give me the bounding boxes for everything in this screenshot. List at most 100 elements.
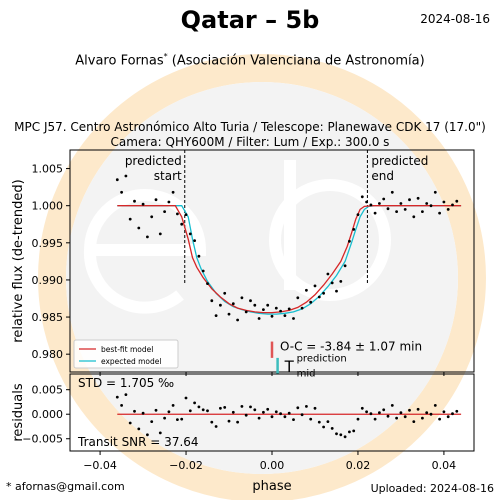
flux-data-point [188, 232, 192, 236]
residual-data-point [219, 406, 222, 410]
flux-data-point [300, 306, 304, 310]
flux-data-point [171, 190, 175, 194]
flux-data-point [390, 190, 394, 194]
flux-data-point [257, 317, 261, 320]
flux-data-point [158, 232, 162, 236]
flux-data-point [399, 202, 403, 205]
residual-data-point [236, 420, 240, 424]
observation-date: 2024-08-16 [420, 12, 490, 26]
y-tick-label: 0.985 [32, 311, 64, 324]
predicted-start-label-2: start [154, 169, 182, 183]
residual-data-point [115, 395, 119, 399]
flux-data-point [322, 291, 325, 295]
residual-data-point [356, 417, 360, 421]
flux-data-point [416, 196, 420, 200]
x-tick-label: 0.04 [432, 459, 457, 472]
flux-data-point [124, 174, 128, 178]
flux-data-point [240, 296, 244, 300]
residual-data-point [180, 417, 184, 421]
flux-data-point [163, 210, 167, 214]
residual-data-point [317, 420, 321, 424]
flux-data-point [403, 208, 407, 211]
residual-data-point [343, 435, 347, 439]
residual-data-point [167, 410, 171, 414]
x-tick-label: 0.00 [260, 459, 285, 472]
flux-data-point [352, 228, 356, 231]
flux-data-point [201, 269, 205, 273]
flux-data-point [210, 299, 214, 303]
best-fit-model-line [117, 205, 462, 314]
residual-data-point [176, 418, 179, 421]
residual-data-point [382, 408, 386, 412]
flux-data-point [386, 207, 390, 211]
residual-data-point [352, 429, 356, 433]
flux-data-point [227, 312, 231, 316]
residual-data-point [425, 411, 429, 415]
page-title: Qatar – 5b [180, 6, 320, 34]
residual-data-point [300, 413, 304, 417]
residual-data-point [223, 406, 227, 409]
flux-data-point [146, 235, 149, 239]
flux-data-point [236, 318, 240, 322]
y-axis-label: relative flux (de-trended) [11, 179, 26, 342]
flux-data-point [313, 284, 317, 288]
predicted-end-label-2: end [371, 169, 394, 183]
residual-y-tick-label: −0.005 [22, 433, 63, 446]
flux-data-point [283, 314, 287, 317]
residual-data-point [141, 411, 145, 415]
residual-data-point [150, 420, 154, 423]
contact-email: * afornas@gmail.com [6, 480, 125, 493]
flux-data-point [382, 197, 386, 201]
residual-data-point [309, 417, 313, 421]
flux-data-point [154, 198, 158, 202]
y-tick-label: 1.005 [32, 163, 64, 176]
snr-text: Transit SNR = 37.64 [77, 435, 199, 449]
flux-data-point [412, 215, 416, 219]
residual-data-point [339, 433, 343, 437]
residual-data-point [146, 433, 149, 437]
residual-data-point [262, 410, 265, 414]
flux-data-point [317, 295, 321, 299]
residual-data-point [231, 410, 235, 414]
residual-data-point [421, 416, 424, 420]
residual-data-point [442, 410, 446, 414]
upload-date: Uploaded: 2024-08-16 [370, 482, 494, 495]
watermark-disc [66, 82, 458, 474]
residual-data-point [188, 409, 192, 413]
observer-affiliation: (Asociación Valenciana de Astronomía) [171, 53, 425, 69]
residual-data-point [408, 408, 411, 412]
flux-data-point [253, 303, 257, 307]
watermark-logo [83, 160, 391, 314]
legend-box [73, 339, 179, 369]
legend-label: best-fit model [101, 345, 153, 354]
flux-data-point [429, 204, 433, 208]
residual-data-point [412, 420, 416, 423]
flux-data-point [231, 302, 235, 306]
residual-data-point [451, 412, 454, 416]
std-text: STD = 1.705 ‰ [78, 376, 174, 390]
residual-data-point [128, 421, 132, 425]
flux-data-point [193, 239, 197, 243]
flux-data-point [115, 178, 119, 182]
y-tick-label: 0.990 [32, 274, 64, 287]
residual-data-point [305, 405, 308, 408]
residual-data-point [416, 407, 420, 411]
flux-data-point [360, 195, 364, 199]
flux-data-point [348, 239, 351, 243]
residual-data-point [137, 427, 141, 431]
flux-data-point [446, 208, 450, 211]
residual-y-tick-label: 0.000 [32, 408, 64, 421]
flux-data-point [356, 213, 360, 217]
observer-mark: * [163, 52, 168, 61]
flux-data-point [141, 202, 145, 206]
residual-data-point [360, 406, 364, 410]
residual-y-tick-label: 0.005 [32, 384, 64, 397]
flux-data-point [133, 199, 136, 203]
residual-data-point [395, 416, 398, 420]
residual-data-point [296, 406, 300, 410]
residual-data-point [257, 416, 261, 420]
residual-data-point [253, 408, 257, 412]
residual-data-point [373, 417, 377, 421]
residual-data-point [249, 405, 252, 409]
